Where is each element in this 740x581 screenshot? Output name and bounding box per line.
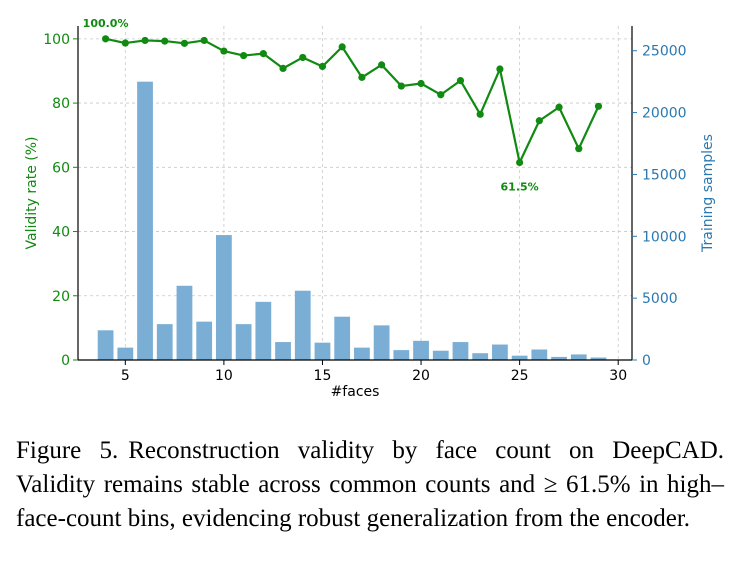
bar-training-samples [294, 290, 311, 360]
bar-training-samples [117, 347, 134, 360]
y-left-tick-label: 40 [52, 225, 70, 241]
bar-training-samples [97, 330, 114, 360]
y-left-axis-title: Validity rate (%) [24, 137, 40, 250]
validity-point [476, 110, 484, 118]
validity-point [516, 158, 524, 167]
annotation-label: 100.0% [83, 17, 129, 30]
y-right-tick-label: 25000 [642, 44, 687, 60]
validity-point [535, 117, 543, 125]
validity-point [141, 36, 149, 45]
bar-training-samples [413, 340, 429, 360]
bar-training-samples [472, 353, 489, 360]
validity-point [299, 53, 307, 62]
validity-point [575, 145, 583, 153]
validity-point [318, 62, 327, 71]
validity-line [105, 37, 600, 164]
x-tick-label: 30 [609, 368, 627, 384]
bar-training-samples [196, 321, 213, 360]
y-left-tick-label: 20 [52, 289, 70, 305]
validity-point [594, 102, 603, 110]
bar-training-samples [156, 324, 173, 360]
validity-point [456, 76, 465, 85]
caption-text: Reconstruction validity by face count on… [16, 437, 725, 532]
bar-training-samples [590, 357, 607, 360]
validity-point [240, 51, 248, 60]
bar-training-samples [334, 316, 351, 360]
bar-training-samples [255, 301, 272, 360]
line-layer [102, 35, 603, 167]
validity-point [200, 36, 208, 45]
validity-point [417, 79, 425, 88]
validity-point [121, 39, 129, 47]
validity-point [555, 103, 563, 111]
validity-point [102, 35, 110, 43]
bar-training-samples [492, 344, 508, 360]
y-left-tick-label: 60 [52, 160, 70, 176]
bar-training-samples [373, 325, 390, 360]
labels-layer: 5 10 15 20 25 30 0 20 40 60 80 100 0 5000 10000 15000 20… [24, 17, 716, 400]
validity-point [279, 64, 287, 72]
bar-training-samples [570, 354, 587, 360]
y-right-tick-label: 20000 [642, 106, 687, 122]
x-tick-label: 5 [121, 368, 130, 384]
validity-point [338, 43, 346, 51]
validity-point [496, 65, 504, 73]
bar-training-samples [176, 285, 193, 360]
x-tick-label: 25 [511, 368, 529, 384]
x-tick-label: 20 [412, 368, 430, 384]
validity-point [378, 61, 386, 69]
y-right-tick-label: 10000 [642, 229, 687, 245]
validity-point [259, 50, 267, 58]
axes-layer [73, 26, 637, 365]
bar-training-samples [137, 81, 153, 361]
bar-training-samples [216, 235, 232, 360]
validity-chart: 5 10 15 20 25 30 0 20 40 60 80 100 0 5000 10000 15000 20… [24, 17, 716, 400]
x-axis-title: #faces [331, 384, 380, 400]
y-left-tick-label: 80 [52, 96, 70, 112]
annotation-label: 61.5% [501, 180, 539, 193]
validity-point [358, 73, 366, 81]
bars-layer [97, 81, 607, 361]
y-left-tick-label: 100 [43, 32, 70, 48]
bar-training-samples [235, 324, 252, 360]
bar-training-samples [393, 350, 410, 360]
y-right-axis-title: Training samples [700, 134, 716, 253]
y-right-tick-label: 15000 [642, 167, 687, 183]
validity-point [161, 37, 169, 45]
bar-training-samples [432, 350, 449, 360]
validity-point [397, 82, 405, 90]
x-tick-label: 15 [314, 368, 332, 384]
bar-training-samples [452, 342, 469, 360]
bar-training-samples [354, 347, 370, 360]
validity-point [180, 39, 189, 47]
grid-layer [78, 26, 632, 361]
validity-point [220, 47, 228, 55]
figure-caption: Figure 5. Reconstruction validity by face… [16, 434, 724, 536]
chart-canvas: 5 10 15 20 25 30 0 20 40 60 80 100 0 5000 10000 15000 20… [24, 17, 716, 400]
y-right-tick-label: 5000 [642, 291, 678, 307]
y-right-tick-label: 0 [642, 353, 651, 369]
bar-training-samples [511, 355, 528, 360]
y-left-tick-label: 0 [61, 353, 70, 369]
bar-training-samples [551, 356, 567, 360]
x-tick-label: 10 [215, 368, 233, 384]
bar-training-samples [275, 342, 291, 360]
bar-training-samples [314, 342, 331, 360]
validity-point [437, 91, 445, 99]
bar-training-samples [531, 349, 548, 360]
caption-label: Figure 5. [16, 437, 119, 464]
